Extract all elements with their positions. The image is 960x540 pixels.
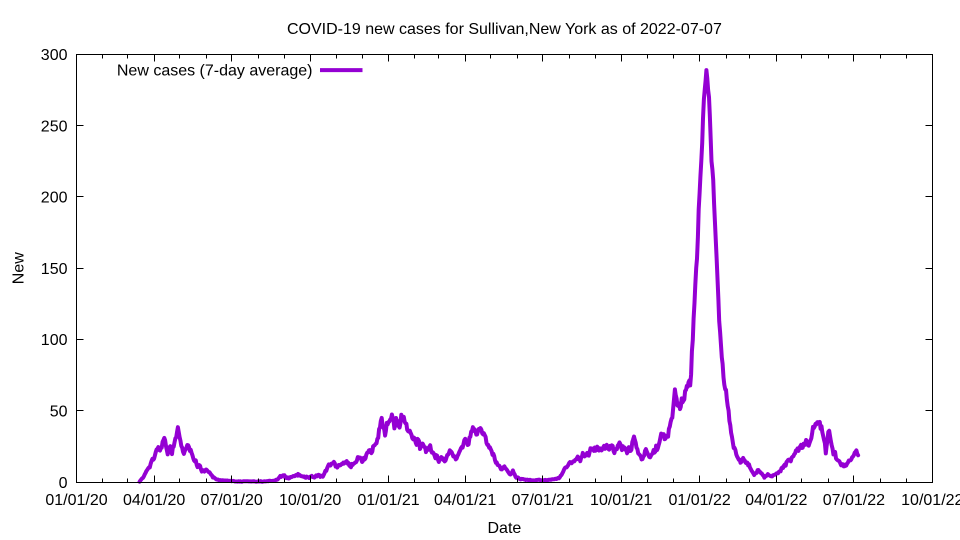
svg-text:10/01/22: 10/01/22	[901, 492, 960, 509]
svg-text:07/01/22: 07/01/22	[823, 492, 885, 509]
svg-text:New cases (7-day average): New cases (7-day average)	[117, 63, 313, 80]
svg-text:07/01/21: 07/01/21	[512, 492, 574, 509]
svg-text:250: 250	[41, 118, 68, 135]
svg-text:10/01/21: 10/01/21	[590, 492, 652, 509]
svg-text:01/01/20: 01/01/20	[45, 492, 107, 509]
svg-text:Date: Date	[488, 520, 522, 537]
svg-text:04/01/22: 04/01/22	[745, 492, 807, 509]
svg-text:04/01/21: 04/01/21	[434, 492, 496, 509]
svg-text:0: 0	[59, 475, 68, 492]
svg-text:04/01/20: 04/01/20	[123, 492, 185, 509]
svg-text:100: 100	[41, 332, 68, 349]
svg-text:New: New	[11, 252, 28, 284]
svg-text:COVID-19 new cases for Sulliva: COVID-19 new cases for Sullivan,New York…	[287, 21, 722, 38]
svg-text:10/01/20: 10/01/20	[279, 492, 341, 509]
svg-text:200: 200	[41, 190, 68, 207]
svg-text:300: 300	[41, 47, 68, 64]
svg-text:150: 150	[41, 261, 68, 278]
svg-text:01/01/22: 01/01/22	[668, 492, 730, 509]
svg-text:07/01/20: 07/01/20	[200, 492, 262, 509]
svg-text:01/01/21: 01/01/21	[357, 492, 419, 509]
svg-text:50: 50	[50, 404, 68, 421]
